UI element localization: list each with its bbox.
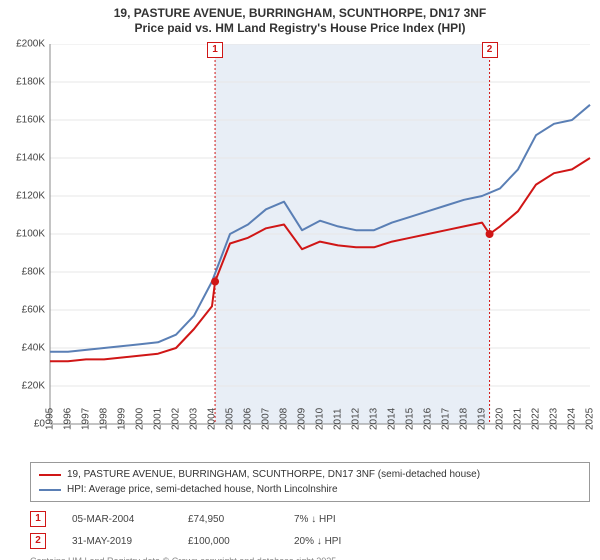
legend: 19, PASTURE AVENUE, BURRINGHAM, SCUNTHOR… [30, 462, 590, 502]
y-tick-label: £0 [5, 419, 45, 430]
event-date: 05-MAR-2004 [72, 514, 162, 525]
license-line1: Contains HM Land Registry data © Crown c… [30, 556, 590, 560]
x-tick-label: 2008 [279, 408, 290, 430]
y-tick-label: £60K [5, 305, 45, 316]
x-tick-label: 2015 [405, 408, 416, 430]
x-tick-label: 2017 [441, 408, 452, 430]
y-tick-label: £160K [5, 115, 45, 126]
x-tick-label: 2000 [135, 408, 146, 430]
x-tick-label: 2004 [207, 408, 218, 430]
footer: 19, PASTURE AVENUE, BURRINGHAM, SCUNTHOR… [30, 460, 590, 560]
y-tick-label: £80K [5, 267, 45, 278]
x-tick-label: 1996 [63, 408, 74, 430]
y-tick-label: £200K [5, 39, 45, 50]
x-tick-label: 2025 [585, 408, 596, 430]
x-tick-label: 1998 [99, 408, 110, 430]
x-tick-label: 2024 [567, 408, 578, 430]
x-tick-label: 2016 [423, 408, 434, 430]
x-tick-label: 2001 [153, 408, 164, 430]
legend-label-1: 19, PASTURE AVENUE, BURRINGHAM, SCUNTHOR… [67, 469, 480, 480]
x-tick-label: 1999 [117, 408, 128, 430]
legend-label-2: HPI: Average price, semi-detached house,… [67, 484, 338, 495]
x-tick-label: 2022 [531, 408, 542, 430]
event-price: £100,000 [188, 536, 268, 547]
y-tick-label: £140K [5, 153, 45, 164]
x-tick-label: 2014 [387, 408, 398, 430]
x-tick-label: 2018 [459, 408, 470, 430]
x-tick-label: 1997 [81, 408, 92, 430]
x-tick-label: 2005 [225, 408, 236, 430]
x-tick-label: 2009 [297, 408, 308, 430]
chart-title-line1: 19, PASTURE AVENUE, BURRINGHAM, SCUNTHOR… [0, 6, 600, 21]
x-tick-label: 2002 [171, 408, 182, 430]
legend-row: 19, PASTURE AVENUE, BURRINGHAM, SCUNTHOR… [39, 467, 581, 482]
legend-swatch-1 [39, 474, 61, 476]
y-tick-label: £180K [5, 77, 45, 88]
chart-title: 19, PASTURE AVENUE, BURRINGHAM, SCUNTHOR… [0, 0, 600, 36]
x-tick-label: 2019 [477, 408, 488, 430]
x-tick-label: 2013 [369, 408, 380, 430]
x-tick-label: 2011 [333, 408, 344, 430]
y-tick-label: £100K [5, 229, 45, 240]
chart-container: 19, PASTURE AVENUE, BURRINGHAM, SCUNTHOR… [0, 0, 600, 560]
legend-row: HPI: Average price, semi-detached house,… [39, 482, 581, 497]
event-marker: 2 [482, 42, 498, 58]
x-tick-label: 1995 [45, 408, 56, 430]
plot-svg [0, 44, 600, 464]
legend-swatch-2 [39, 489, 61, 491]
event-marker-2: 2 [30, 533, 46, 549]
y-tick-label: £40K [5, 343, 45, 354]
chart-title-line2: Price paid vs. HM Land Registry's House … [0, 21, 600, 36]
event-row: 2 31-MAY-2019 £100,000 20% ↓ HPI [30, 530, 590, 552]
y-tick-label: £20K [5, 381, 45, 392]
event-rows: 1 05-MAR-2004 £74,950 7% ↓ HPI 2 31-MAY-… [30, 508, 590, 552]
license: Contains HM Land Registry data © Crown c… [30, 556, 590, 560]
event-marker-1: 1 [30, 511, 46, 527]
event-row: 1 05-MAR-2004 £74,950 7% ↓ HPI [30, 508, 590, 530]
x-tick-label: 2007 [261, 408, 272, 430]
y-tick-label: £120K [5, 191, 45, 202]
event-delta: 20% ↓ HPI [294, 536, 341, 547]
event-price: £74,950 [188, 514, 268, 525]
x-tick-label: 2012 [351, 408, 362, 430]
x-tick-label: 2023 [549, 408, 560, 430]
x-tick-label: 2003 [189, 408, 200, 430]
event-marker: 1 [207, 42, 223, 58]
x-tick-label: 2010 [315, 408, 326, 430]
event-date: 31-MAY-2019 [72, 536, 162, 547]
x-tick-label: 2020 [495, 408, 506, 430]
x-tick-label: 2021 [513, 408, 524, 430]
x-tick-label: 2006 [243, 408, 254, 430]
plot-wrap: £0£20K£40K£60K£80K£100K£120K£140K£160K£1… [0, 44, 600, 424]
event-delta: 7% ↓ HPI [294, 514, 336, 525]
